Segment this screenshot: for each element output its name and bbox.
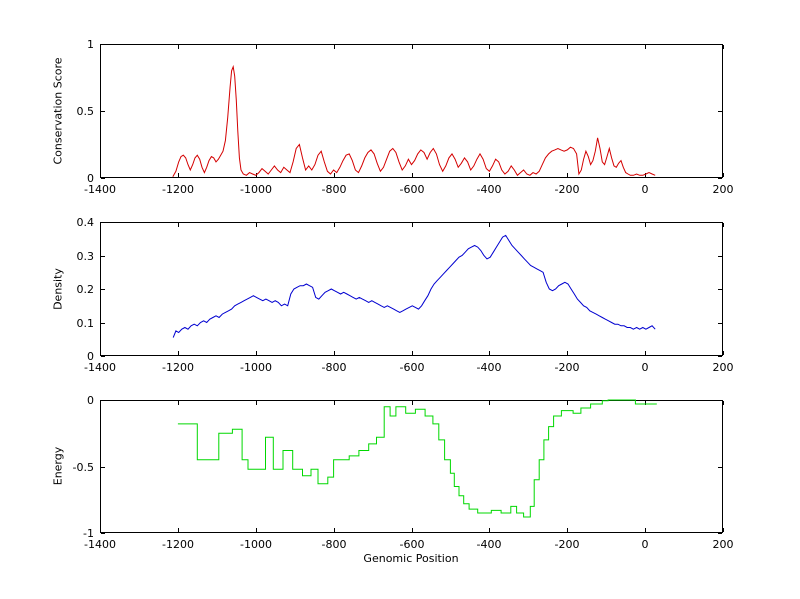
svg-text:-1400: -1400 — [84, 361, 116, 374]
svg-text:0: 0 — [642, 183, 649, 196]
svg-text:-600: -600 — [400, 361, 425, 374]
ylabel-energy: Energy — [51, 446, 65, 486]
svg-text:-200: -200 — [555, 183, 580, 196]
svg-text:0: 0 — [642, 538, 649, 551]
svg-text:-1400: -1400 — [84, 538, 116, 551]
density-plot: -1400 -1200 -1000 -800 -600 -400 -200 0 200 0 0.1 0… — [77, 218, 734, 374]
svg-text:-1400: -1400 — [84, 183, 116, 196]
ylabel-conservation-score: Conservation Score — [51, 57, 65, 165]
svg-text:-1200: -1200 — [162, 183, 194, 196]
svg-text:-800: -800 — [322, 538, 347, 551]
svg-text:200: 200 — [713, 183, 734, 196]
svg-text:0: 0 — [87, 396, 94, 407]
svg-text:0: 0 — [87, 350, 94, 363]
svg-text:0.1: 0.1 — [77, 317, 95, 330]
svg-text:-400: -400 — [477, 538, 502, 551]
svg-text:0.2: 0.2 — [77, 283, 95, 296]
conservation-score-plot: -1400 -1200 -1000 -800 -600 -400 -200 0 200 0 0.5 1 — [77, 40, 734, 196]
svg-text:0: 0 — [87, 172, 94, 185]
svg-text:0.3: 0.3 — [77, 250, 95, 263]
svg-text:-1200: -1200 — [162, 361, 194, 374]
energy-plot: -1400 -1200 -1000 -800 -600 -400 -200 0 200 -1 -0.… — [73, 396, 734, 551]
svg-text:0.4: 0.4 — [77, 218, 95, 229]
svg-text:-800: -800 — [322, 183, 347, 196]
subplot-density: -1400 -1200 -1000 -800 -600 -400 -200 0 200 0 0.1 0… — [0, 218, 800, 378]
subplot-energy: -1400 -1200 -1000 -800 -600 -400 -200 0 200 -1 -0.… — [0, 396, 800, 556]
svg-text:-1000: -1000 — [240, 183, 272, 196]
svg-text:-1: -1 — [83, 527, 94, 540]
svg-text:-200: -200 — [555, 361, 580, 374]
ylabel-density: Density — [51, 268, 65, 310]
svg-text:1: 1 — [87, 40, 94, 51]
xlabel-genomic-position: Genomic Position — [363, 552, 459, 565]
svg-text:0.5: 0.5 — [77, 105, 95, 118]
svg-text:-800: -800 — [322, 361, 347, 374]
svg-text:200: 200 — [713, 538, 734, 551]
svg-text:0: 0 — [642, 361, 649, 374]
svg-text:200: 200 — [713, 361, 734, 374]
svg-text:-1000: -1000 — [240, 538, 272, 551]
svg-text:-1000: -1000 — [240, 361, 272, 374]
subplot-conservation: -1400 -1200 -1000 -800 -600 -400 -200 0 200 0 0.5 1 — [0, 40, 800, 200]
svg-text:-600: -600 — [400, 183, 425, 196]
svg-text:-400: -400 — [477, 183, 502, 196]
svg-text:-400: -400 — [477, 361, 502, 374]
svg-text:-200: -200 — [555, 538, 580, 551]
svg-text:-1200: -1200 — [162, 538, 194, 551]
svg-text:-600: -600 — [400, 538, 425, 551]
svg-text:-0.5: -0.5 — [73, 461, 94, 474]
